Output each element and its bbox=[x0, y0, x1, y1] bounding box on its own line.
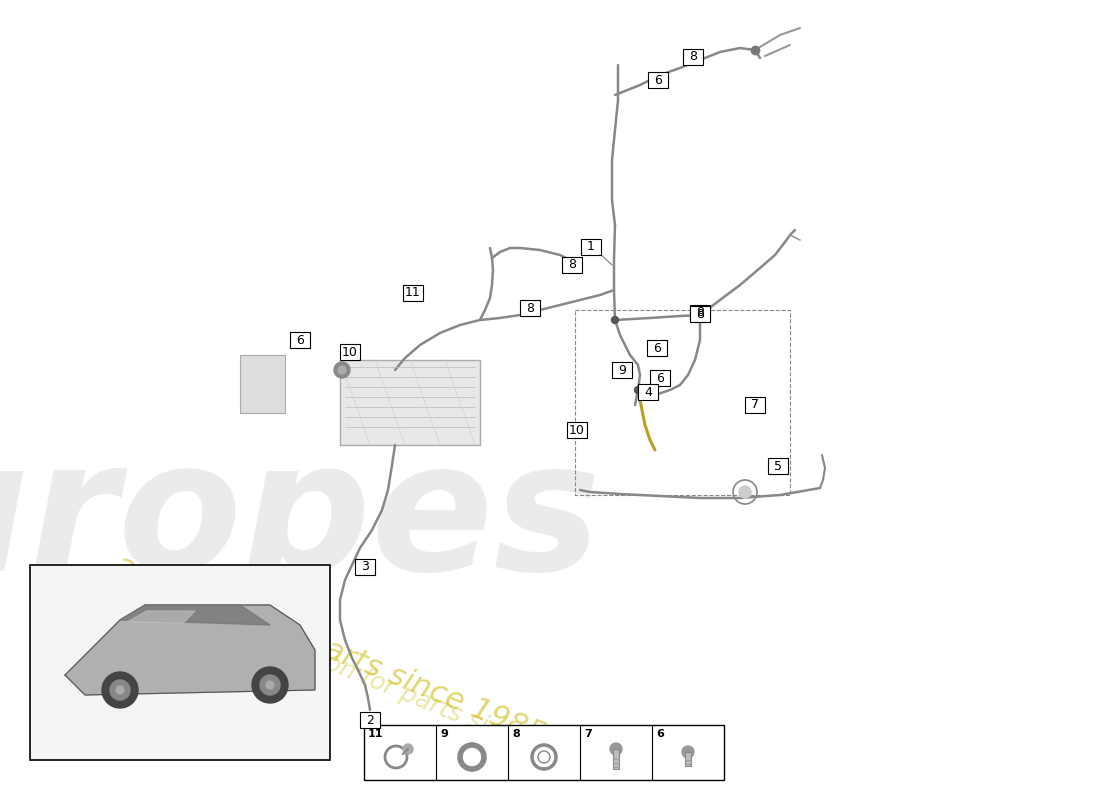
Circle shape bbox=[266, 681, 274, 689]
Bar bbox=[566, 422, 587, 438]
Bar bbox=[612, 362, 632, 378]
Bar bbox=[290, 332, 310, 348]
Text: 8: 8 bbox=[689, 50, 697, 63]
Text: 4: 4 bbox=[645, 386, 652, 398]
Text: 6: 6 bbox=[653, 342, 661, 354]
Text: 7: 7 bbox=[584, 729, 592, 739]
Bar bbox=[745, 397, 764, 413]
Bar bbox=[355, 559, 375, 575]
Bar bbox=[690, 305, 710, 321]
Polygon shape bbox=[126, 611, 195, 623]
Circle shape bbox=[260, 675, 280, 695]
Text: 8: 8 bbox=[696, 306, 704, 319]
Bar bbox=[613, 749, 619, 769]
Text: 8: 8 bbox=[696, 307, 704, 321]
Bar bbox=[648, 72, 668, 88]
Text: 6: 6 bbox=[656, 729, 664, 739]
Circle shape bbox=[682, 746, 694, 758]
Bar bbox=[30, 565, 330, 760]
Text: 9: 9 bbox=[618, 363, 626, 377]
Bar bbox=[685, 752, 691, 766]
Bar bbox=[520, 300, 540, 316]
Text: 8: 8 bbox=[512, 729, 519, 739]
Bar bbox=[581, 239, 601, 255]
Circle shape bbox=[610, 743, 621, 755]
Bar bbox=[364, 725, 724, 780]
Circle shape bbox=[739, 486, 751, 498]
Circle shape bbox=[635, 386, 641, 394]
Text: 11: 11 bbox=[368, 729, 384, 739]
Text: 7: 7 bbox=[751, 398, 759, 411]
Bar bbox=[360, 712, 379, 728]
Bar bbox=[768, 458, 788, 474]
Bar bbox=[575, 310, 790, 495]
Circle shape bbox=[252, 667, 288, 703]
Text: a passion for parts since 1985: a passion for parts since 1985 bbox=[241, 618, 600, 782]
Circle shape bbox=[334, 362, 350, 378]
Text: 3: 3 bbox=[361, 561, 368, 574]
Circle shape bbox=[110, 680, 130, 700]
Text: 8: 8 bbox=[526, 302, 534, 314]
Bar bbox=[340, 360, 480, 445]
Text: 10: 10 bbox=[569, 423, 585, 437]
Circle shape bbox=[116, 686, 124, 694]
Bar bbox=[562, 257, 582, 273]
Bar bbox=[340, 344, 360, 360]
Bar bbox=[403, 285, 424, 301]
Text: 8: 8 bbox=[568, 258, 576, 271]
Text: 2: 2 bbox=[366, 714, 374, 726]
Circle shape bbox=[338, 366, 346, 374]
Bar bbox=[690, 306, 710, 322]
Text: 5: 5 bbox=[774, 459, 782, 473]
Bar bbox=[240, 355, 285, 413]
Text: 9: 9 bbox=[440, 729, 448, 739]
Circle shape bbox=[612, 317, 618, 323]
Circle shape bbox=[403, 744, 412, 754]
Text: a passion for parts since 1985: a passion for parts since 1985 bbox=[111, 550, 549, 750]
Polygon shape bbox=[65, 605, 315, 695]
Text: europes: europes bbox=[0, 432, 602, 608]
Bar bbox=[650, 370, 670, 386]
Text: 10: 10 bbox=[342, 346, 358, 358]
Text: 11: 11 bbox=[405, 286, 421, 299]
Bar bbox=[647, 340, 667, 356]
Bar bbox=[683, 49, 703, 65]
Polygon shape bbox=[120, 605, 270, 625]
Text: 6: 6 bbox=[654, 74, 662, 86]
Circle shape bbox=[102, 672, 138, 708]
Text: 6: 6 bbox=[656, 371, 664, 385]
Text: 1: 1 bbox=[587, 241, 595, 254]
Bar bbox=[638, 384, 658, 400]
Text: 6: 6 bbox=[296, 334, 304, 346]
